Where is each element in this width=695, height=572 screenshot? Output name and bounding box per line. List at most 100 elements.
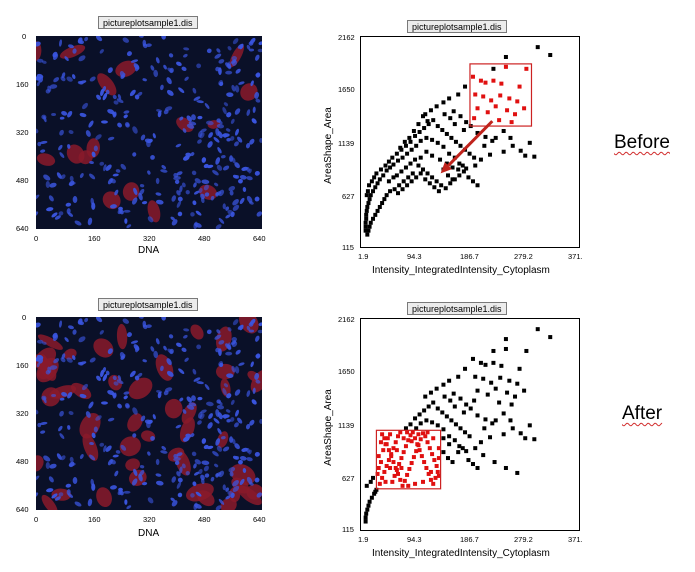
data-point [501,128,506,133]
nucleus [181,66,187,72]
selected-point [408,433,413,438]
data-point [368,220,373,225]
selected-point [473,92,478,97]
data-point [408,161,413,166]
data-point [456,450,461,455]
data-point [441,100,446,105]
data-point [408,422,413,427]
nucleus [169,67,174,74]
nucleus [95,415,102,421]
scatter-x-tick: 186.7 [460,252,479,261]
nucleus [155,458,160,466]
nucleus [227,490,234,496]
nucleus [101,120,108,124]
nucleus [150,346,155,352]
selected-point [390,479,395,484]
nucleus [132,407,138,415]
nucleus [107,136,115,141]
scatter-x-axis-title: Intensity_IntegratedIntensity_Cytoplasm [372,265,550,276]
selection-gate[interactable] [469,63,533,127]
highlighted-cell [125,458,140,471]
nucleus [226,419,231,423]
nucleus [184,76,189,81]
selected-point [420,431,425,436]
data-point [451,391,456,396]
nucleus [163,390,169,396]
data-point [466,175,471,180]
cell-image-after[interactable] [36,317,262,510]
selection-gate[interactable] [375,429,442,490]
cell-image-before[interactable] [36,36,262,229]
nucleus [196,100,204,104]
nucleus [234,366,240,374]
nucleus [53,77,60,83]
scatter-x-tick: 279.2 [514,535,533,544]
selected-point [472,116,477,121]
nucleus [49,365,58,370]
data-point [372,175,377,180]
data-point [425,119,430,124]
data-point [453,139,458,144]
nucleus [67,425,71,430]
nucleus [216,48,221,53]
nucleus [212,451,219,457]
nucleus [138,36,144,38]
nucleus [142,324,148,330]
nucleus [235,128,240,136]
selected-point [431,481,436,486]
nucleus [46,488,54,493]
cell-image-canvas-before [36,36,262,229]
data-point [441,427,446,432]
data-point [401,179,406,184]
nucleus [117,403,122,409]
nucleus [229,190,234,196]
nucleus [200,478,205,485]
nucleus [210,195,215,201]
highlighted-cell [36,41,42,61]
nucleus [225,214,231,219]
data-point [402,139,407,144]
nucleus [152,133,156,139]
data-point [442,394,447,399]
data-point [438,157,443,162]
nucleus [105,370,110,376]
scatter-x-tick: 279.2 [514,252,533,261]
nucleus [192,87,197,94]
data-point [470,462,475,467]
selected-point [394,448,399,453]
highlighted-cell [238,317,259,334]
scatter-y-axis-title: AreaShape_Area [322,389,334,466]
scatter-plot-before[interactable] [360,36,580,248]
nucleus [116,98,124,104]
data-point [449,418,454,423]
selected-point [393,440,398,445]
nucleus [141,482,148,486]
nucleus [246,109,251,116]
image-x-tick: 640 [253,515,266,524]
nucleus [194,178,201,184]
data-point [365,507,370,512]
nucleus [56,453,62,460]
data-point [478,157,483,162]
nucleus [193,190,200,195]
nucleus [160,450,168,454]
scatter-plot-after[interactable] [360,318,580,531]
nucleus [59,152,65,158]
nucleus [140,415,146,422]
data-point [491,360,496,365]
nucleus [107,348,113,354]
nucleus [218,67,222,75]
selected-point [417,448,422,453]
data-point [548,335,553,340]
nucleus [191,114,196,121]
nucleus [169,348,174,355]
nucleus [132,126,138,134]
nucleus [39,421,48,425]
nucleus [89,160,94,165]
data-point [452,122,457,127]
nucleus [185,152,192,158]
nucleus [59,397,65,401]
nucleus [88,401,94,409]
nucleus [79,321,85,326]
nucleus [67,144,71,149]
